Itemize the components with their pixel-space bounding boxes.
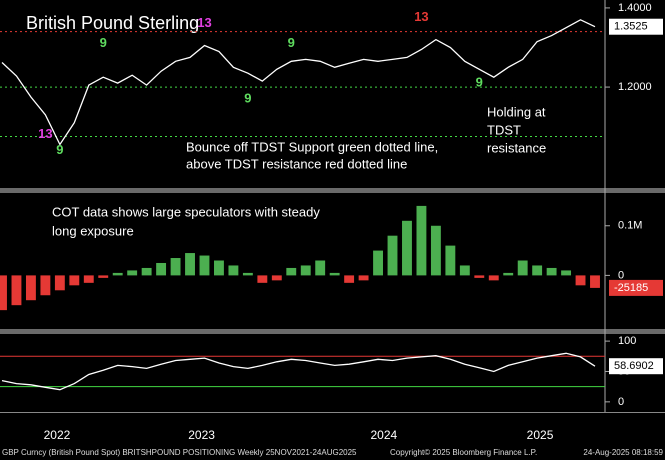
note: above TDST resistance red dotted line	[186, 156, 407, 171]
last-value-box	[609, 18, 663, 35]
td-count: 13	[197, 15, 211, 30]
x-tick-label: 2022	[44, 428, 71, 442]
x-tick-label: 2023	[188, 428, 215, 442]
bar	[503, 272, 514, 276]
bar	[11, 275, 22, 306]
x-tick-label: 2024	[370, 428, 397, 442]
bar	[546, 267, 557, 276]
y-tick-label: 1.4000	[618, 2, 652, 14]
bar	[257, 275, 268, 283]
bar	[242, 272, 253, 276]
bar	[474, 275, 485, 278]
bar	[185, 253, 195, 276]
td-count: 9	[476, 75, 483, 90]
bar	[315, 260, 326, 276]
y-tick-label: 0	[618, 269, 624, 281]
bar	[156, 262, 167, 276]
price-line	[1, 352, 596, 391]
bar	[416, 205, 427, 276]
y-tick-label: 100	[618, 335, 636, 347]
bar	[344, 275, 355, 283]
bar	[402, 220, 412, 276]
footer-timestamp: 24-Aug-2025 08:18:59	[583, 448, 663, 457]
last-value-box	[609, 358, 663, 375]
last-value-label: 1.3525	[614, 21, 648, 33]
last-value-label: 58.6902	[614, 360, 654, 372]
panel-divider	[0, 329, 665, 334]
bar	[590, 275, 600, 288]
bar	[300, 265, 311, 276]
note: Bounce off TDST Support green dotted lin…	[186, 139, 438, 154]
td-count: 9	[288, 35, 295, 50]
bar	[271, 275, 282, 281]
last-value-box	[609, 279, 663, 296]
note: resistance	[487, 140, 546, 155]
bar	[459, 265, 470, 276]
chart-title: British Pound Sterling	[26, 13, 199, 33]
last-value-label: -25185	[614, 282, 648, 294]
bar	[170, 258, 181, 276]
footer-copyright: Copyright© 2025 Bloomberg Finance L.P.	[390, 448, 537, 457]
bar	[286, 267, 297, 276]
bar	[98, 275, 109, 278]
bar	[0, 275, 7, 311]
bar	[40, 275, 51, 296]
bar	[532, 265, 543, 276]
y-tick-label: 0	[618, 396, 624, 408]
bar	[358, 275, 369, 281]
bar	[561, 270, 572, 276]
panel-divider	[0, 188, 665, 193]
bar	[373, 250, 383, 276]
note: Holding at	[487, 104, 546, 119]
y-tick-label: 0.1M	[618, 220, 642, 232]
bar	[445, 245, 456, 276]
td-count: 9	[244, 90, 251, 105]
bar	[488, 275, 499, 281]
bar	[83, 275, 94, 283]
x-tick-label: 2025	[527, 428, 554, 442]
td-count: 13	[38, 126, 52, 141]
bar	[575, 275, 586, 286]
axis-divider	[0, 412, 665, 413]
note: long exposure	[52, 223, 134, 238]
td-count: 13	[414, 9, 428, 24]
td-count: 9	[56, 142, 63, 157]
bar	[430, 225, 441, 276]
bar	[214, 260, 224, 276]
bar	[127, 270, 138, 276]
note: COT data shows large speculators with st…	[52, 204, 320, 219]
bar	[54, 275, 65, 291]
td-count: 9	[100, 35, 107, 50]
bar	[112, 272, 123, 276]
note: TDST	[487, 122, 521, 137]
bar	[387, 235, 398, 276]
footer-source: GBP Curncy (British Pound Spot) BRITSHPO…	[2, 448, 357, 457]
bar	[199, 255, 210, 276]
bar	[25, 275, 36, 301]
bar	[517, 260, 528, 276]
price-line	[1, 19, 596, 146]
bar	[228, 265, 239, 276]
bar	[69, 275, 80, 286]
bar	[141, 267, 152, 276]
bar	[329, 272, 340, 276]
y-tick-label: 1.2000	[618, 81, 652, 93]
